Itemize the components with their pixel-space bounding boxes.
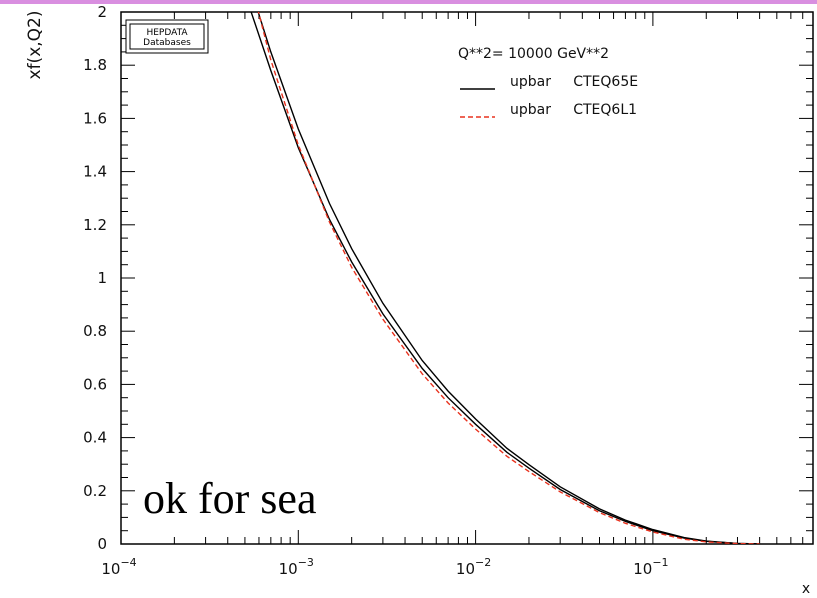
y-tick-label: 1.4 (83, 163, 107, 181)
x-tick-label: 10−4 (101, 556, 136, 578)
y-tick-labels: 0 0.2 0.4 0.6 0.8 1 1.2 1.4 1.6 1.8 2 (83, 3, 107, 553)
plot-frame (120, 11, 814, 545)
legend-entry-cteq6l1: upbar CTEQ6L1 (510, 102, 637, 118)
stamp-line-1: HEPDATA (146, 28, 188, 38)
x-tick-labels: 10−4 10−3 10−2 10−1 (101, 556, 668, 578)
y-tick-label: 0.4 (83, 429, 107, 447)
top-accent-bar (0, 0, 817, 4)
y-tick-label: 0 (97, 535, 107, 553)
y-tick-label: 0.6 (83, 375, 107, 393)
series-line-1 (257, 12, 760, 544)
series-lines (250, 12, 760, 544)
series-line-0 (250, 12, 760, 544)
y-tick-label: 1 (97, 269, 107, 287)
y-tick-label: 1.6 (83, 109, 107, 127)
x-axis-label: x (802, 581, 810, 597)
y-tick-label: 0.8 (83, 322, 107, 340)
x-tick-label: 10−3 (279, 556, 314, 578)
annotation-ok-for-sea: ok for sea (143, 474, 317, 523)
y-tick-label: 1.2 (83, 216, 107, 234)
series-line-2 (257, 12, 760, 544)
x-tick-label: 10−2 (456, 556, 491, 578)
y-axis-label: xf(x,Q2) (25, 11, 45, 80)
legend-header: Q**2= 10000 GeV**2 (458, 46, 609, 62)
x-tick-label: 10−1 (633, 556, 668, 578)
legend: Q**2= 10000 GeV**2 upbar CTEQ65E upbar C… (458, 46, 638, 118)
legend-entry-cteq65e: upbar CTEQ65E (510, 74, 638, 90)
y-tick-label: 2 (97, 3, 107, 21)
stamp-line-2: Databases (143, 38, 191, 48)
hepdata-stamp (125, 19, 209, 54)
y-tick-label: 1.8 (83, 56, 107, 74)
y-tick-label: 0.2 (83, 482, 107, 500)
tick-marks (120, 11, 814, 545)
